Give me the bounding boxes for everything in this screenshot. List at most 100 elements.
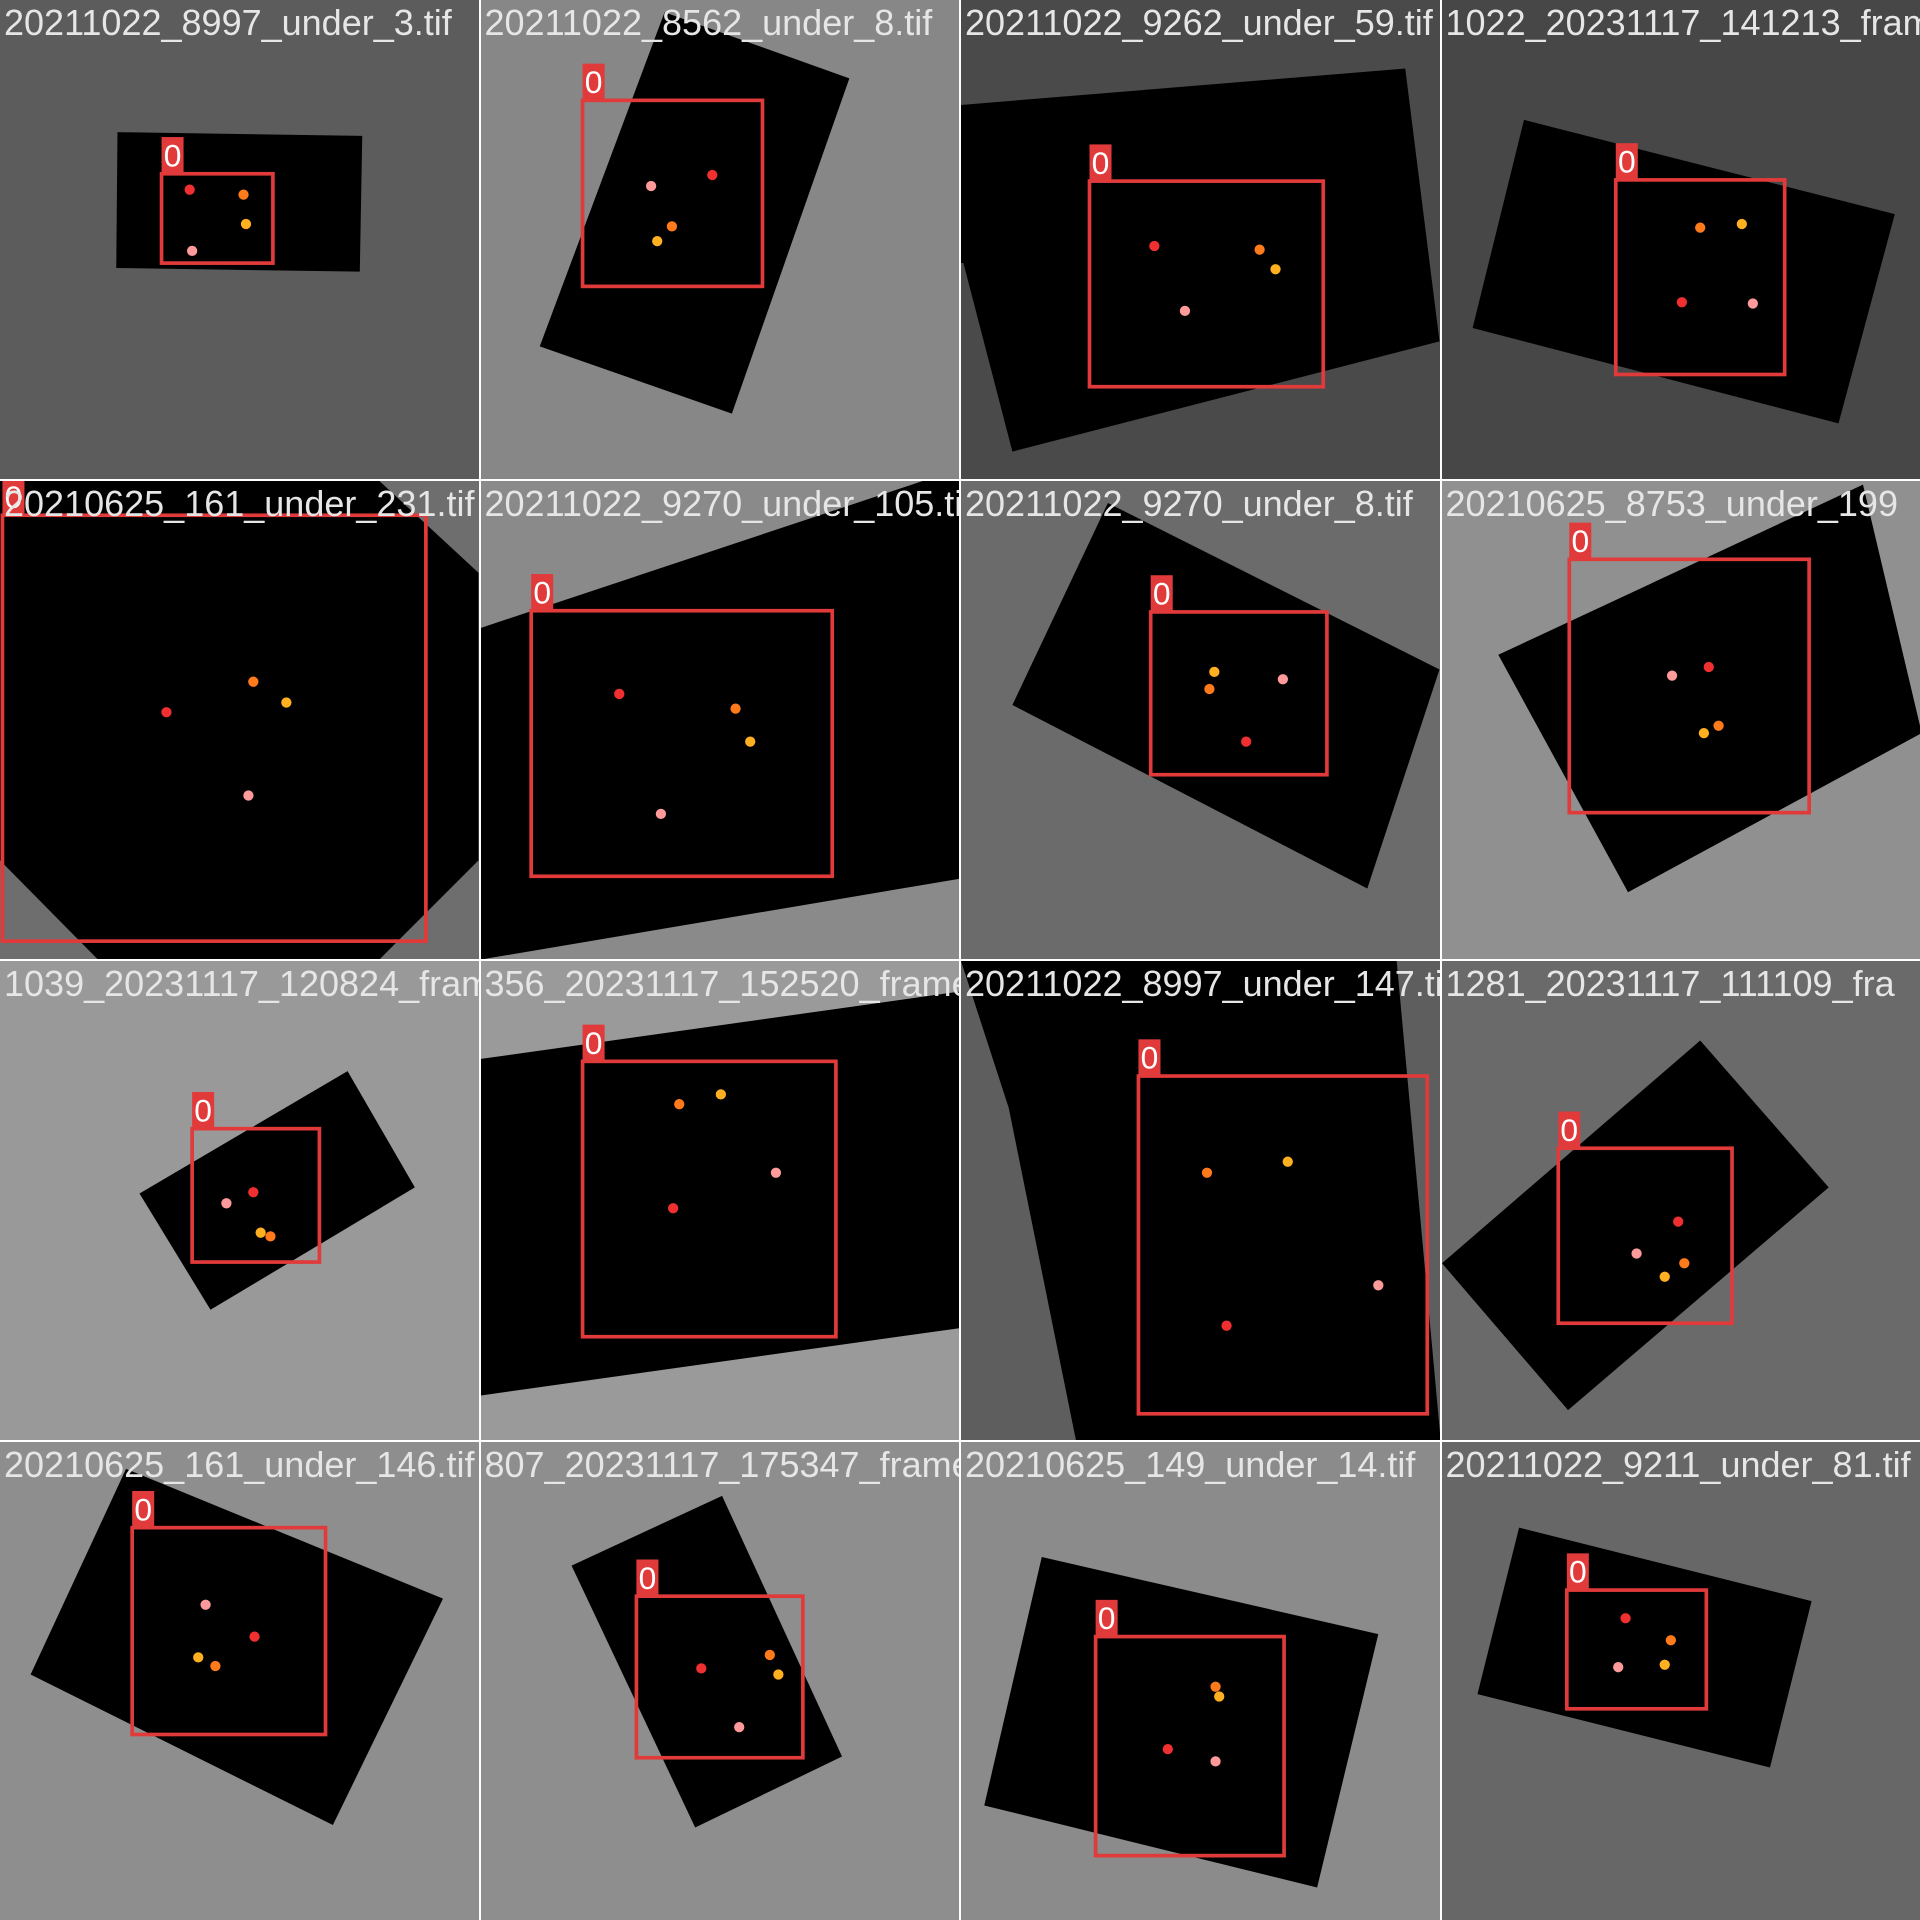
rotated-image-region (116, 132, 363, 272)
keypoint-dot (1676, 297, 1687, 308)
tile-image: 0 (116, 132, 363, 272)
keypoint-dot (770, 1167, 781, 1178)
tile-image: 0 (571, 1495, 842, 1827)
keypoint-dot (1703, 661, 1714, 672)
tile-image: 0 (1012, 502, 1440, 889)
keypoint-dot (1666, 669, 1677, 681)
keypoint-dot (255, 1227, 266, 1238)
keypoint-dot (1270, 264, 1281, 275)
mosaic-tile: 0 20211022_9270_under_8.tif (961, 480, 1440, 959)
keypoint-dot (161, 706, 172, 717)
class-label-background (582, 1024, 605, 1062)
bounding-box (130, 1525, 328, 1736)
bounding-box (0, 512, 428, 943)
tile-image: 0 (1472, 119, 1895, 424)
keypoint-dot (1282, 1156, 1293, 1167)
keypoint-dot (729, 702, 741, 714)
keypoint-dot (238, 189, 249, 200)
mosaic-tile: 0 20211022_9262_under_59.tif (961, 0, 1440, 479)
class-label-background (161, 137, 184, 174)
keypoint-dot (240, 218, 252, 230)
tile-image: 0 (0, 480, 479, 959)
bounding-box (1148, 609, 1329, 777)
keypoint-dot (695, 1662, 706, 1674)
class-label-background (530, 573, 553, 611)
tile-image: 0 (1497, 484, 1920, 892)
keypoint-dot (1179, 305, 1191, 316)
keypoint-dot (1221, 1320, 1232, 1331)
mosaic-tile: 0 1281_20231117_111109_fra (1441, 961, 1920, 1440)
mosaic-tile: 0 20211022_9270_under_105.tif (480, 480, 959, 959)
rotated-image-region (1497, 484, 1920, 892)
class-label-background (1615, 143, 1638, 180)
rotated-image-region (984, 1556, 1379, 1887)
bounding-box (190, 1126, 322, 1264)
class-label-background (2, 480, 25, 515)
bounding-box (1566, 556, 1811, 814)
keypoint-dot (1619, 1612, 1631, 1623)
keypoint-dot (265, 1231, 276, 1242)
keypoint-dot (193, 1651, 204, 1663)
class-label-background (1568, 522, 1591, 559)
class-label: 0 (1617, 144, 1635, 180)
rotated-image-region (539, 12, 849, 414)
mosaic-tile: 0 20210625_161_under_231.tif (0, 480, 479, 959)
keypoint-dot (667, 1203, 678, 1214)
mosaic-tile: 0 20210625_161_under_146.tif (0, 1441, 479, 1920)
tile-image: 0 (961, 68, 1440, 452)
tile-image: 0 (30, 1468, 444, 1825)
rotated-image-region (961, 961, 1440, 1440)
class-label: 0 (1098, 1600, 1116, 1636)
class-label-background (582, 63, 605, 101)
keypoint-dot (1736, 218, 1747, 230)
rotated-image-region (1472, 119, 1895, 424)
keypoint-dot (186, 245, 198, 257)
keypoint-dot (1630, 1248, 1642, 1259)
mosaic-tile: 0 20211022_8997_under_147.tif (961, 961, 1440, 1440)
keypoint-dot (200, 1599, 211, 1610)
keypoint-dot (1373, 1280, 1384, 1291)
keypoint-dot (210, 1660, 221, 1671)
class-label: 0 (584, 1025, 602, 1061)
keypoint-dot (772, 1668, 784, 1680)
tile-image: 0 (984, 1556, 1379, 1887)
keypoint-dot (1204, 683, 1215, 694)
bounding-box (1136, 1074, 1430, 1416)
bounding-box (634, 1593, 805, 1760)
keypoint-dot (243, 789, 254, 801)
keypoint-dot (1659, 1271, 1670, 1282)
mosaic-tile: 0 20211022_9211_under_81.tif (1441, 1441, 1920, 1920)
keypoint-dot (1277, 673, 1288, 684)
rotated-image-region (0, 480, 479, 959)
class-label-background (1089, 144, 1112, 182)
class-label: 0 (1153, 575, 1171, 611)
bounding-box (1555, 1146, 1734, 1326)
class-label: 0 (1568, 1553, 1586, 1589)
keypoint-dot (645, 180, 656, 192)
rotated-image-region (1441, 1040, 1829, 1411)
keypoint-dot (1241, 736, 1252, 747)
keypoint-dot (1712, 720, 1724, 731)
keypoint-dot (1659, 1659, 1670, 1670)
class-label: 0 (194, 1092, 212, 1128)
keypoint-dot (1149, 240, 1160, 252)
class-label: 0 (1560, 1112, 1578, 1148)
rotated-image-region (480, 480, 959, 959)
rotated-image-region (30, 1468, 444, 1825)
keypoint-dot (248, 676, 259, 687)
keypoint-dot (673, 1099, 684, 1110)
tile-image: 0 (480, 480, 959, 959)
mosaic-tile: 0 1022_20231117_141213_fram (1441, 0, 1920, 479)
bounding-box (1613, 178, 1786, 377)
keypoint-dot (651, 235, 662, 247)
keypoint-dot (744, 736, 755, 747)
tile-image: 0 (139, 1071, 415, 1310)
keypoint-dot (1694, 222, 1705, 233)
keypoint-dot (733, 1721, 744, 1732)
keypoint-dot (1747, 298, 1758, 309)
class-label-background (1566, 1552, 1589, 1590)
mosaic-tile: 0 20211022_8562_under_8.tif (480, 0, 959, 479)
